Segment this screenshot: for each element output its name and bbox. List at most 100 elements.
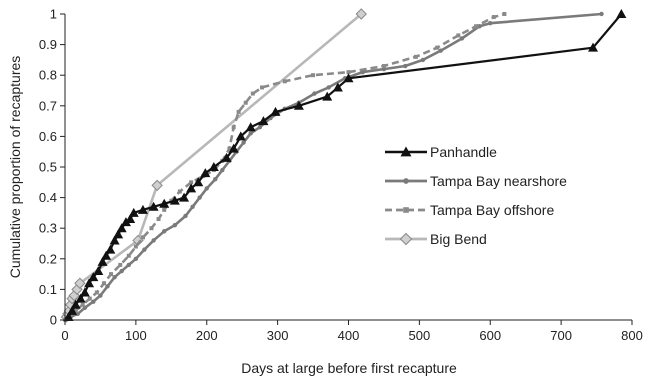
data-point-dot	[183, 214, 187, 218]
data-point-square	[109, 272, 113, 276]
data-point-dot	[599, 12, 603, 16]
data-point-square	[244, 101, 248, 105]
y-tick-label: 0.5	[39, 160, 57, 175]
x-tick-label: 800	[621, 328, 643, 343]
data-point-dot	[91, 299, 95, 303]
data-point-square	[456, 33, 460, 37]
legend-item: Big Bend	[385, 231, 487, 247]
y-tick-label: 0.2	[39, 251, 57, 266]
data-point-dot	[488, 21, 492, 25]
data-point-dot	[205, 186, 209, 190]
data-point-square	[118, 263, 122, 267]
data-point-dot	[403, 178, 409, 184]
data-point-dot	[197, 195, 201, 199]
data-point-dot	[438, 49, 442, 53]
data-point-dot	[213, 177, 217, 181]
data-point-dot	[460, 36, 464, 40]
plot-area	[61, 9, 626, 322]
data-point-dot	[248, 131, 252, 135]
y-tick-label: 0.4	[39, 190, 57, 205]
data-point-square	[283, 79, 287, 83]
data-point-dot	[421, 58, 425, 62]
axes	[65, 14, 632, 320]
data-point-square	[95, 290, 99, 294]
data-point-square	[162, 208, 166, 212]
x-tick-label: 200	[196, 328, 218, 343]
x-tick-label: 300	[267, 328, 289, 343]
data-point-triangle	[105, 245, 115, 254]
y-tick-label: 0.6	[39, 129, 57, 144]
data-point-dot	[162, 229, 166, 233]
y-tick-label: 0.7	[39, 98, 57, 113]
data-point-dot	[142, 247, 146, 251]
data-point-square	[260, 85, 264, 89]
data-point-dot	[98, 293, 102, 297]
data-point-square	[403, 207, 409, 213]
data-point-dot	[403, 64, 407, 68]
legend-item: Tampa Bay offshore	[385, 202, 554, 218]
legend: Panhandle Tampa Bay nearshore Tampa Bay of…	[385, 144, 567, 247]
data-point-square	[134, 245, 138, 249]
y-tick-label: 1	[50, 7, 57, 22]
data-point-square	[232, 125, 236, 129]
y-axis-title: Cumulative proportion of recaptures	[7, 56, 23, 279]
data-point-square	[102, 281, 106, 285]
data-point-dot	[220, 168, 224, 172]
data-point-dot	[120, 269, 124, 273]
x-tick-label: 700	[550, 328, 572, 343]
legend-label: Tampa Bay offshore	[430, 202, 554, 218]
x-tick-label: 0	[61, 328, 68, 343]
data-point-dot	[105, 284, 109, 288]
legend-label: Big Bend	[430, 231, 487, 247]
series-line	[69, 14, 622, 317]
series-line	[65, 14, 602, 320]
data-point-square	[81, 303, 85, 307]
y-tick-label: 0	[50, 313, 57, 328]
x-tick-label: 100	[125, 328, 147, 343]
data-point-square	[141, 235, 145, 239]
data-point-dot	[312, 91, 316, 95]
data-point-square	[502, 12, 506, 16]
data-point-square	[492, 15, 496, 19]
data-point-dot	[134, 257, 138, 261]
x-tick-label: 500	[409, 328, 431, 343]
data-point-triangle	[616, 9, 626, 18]
series-panhandle	[64, 9, 627, 321]
y-tick-label: 0.1	[39, 282, 57, 297]
data-point-square	[474, 24, 478, 28]
x-tick-label: 600	[479, 328, 501, 343]
y-tick-label: 0.3	[39, 221, 57, 236]
data-point-dot	[173, 223, 177, 227]
data-point-dot	[127, 263, 131, 267]
data-point-square	[414, 55, 418, 59]
data-point-square	[127, 254, 131, 258]
series-tampa-bay-nearshore	[63, 12, 604, 322]
data-point-square	[157, 217, 161, 221]
data-point-dot	[112, 275, 116, 279]
x-axis-title: Days at large before first recapture	[241, 360, 457, 376]
data-point-dot	[326, 85, 330, 89]
data-point-square	[435, 46, 439, 50]
data-point-square	[178, 189, 182, 193]
x-tick-label: 400	[338, 328, 360, 343]
series-line	[69, 14, 505, 317]
y-tick-label: 0.9	[39, 37, 57, 52]
data-point-square	[311, 73, 315, 77]
legend-item: Panhandle	[385, 144, 497, 160]
data-point-dot	[258, 125, 262, 129]
data-point-square	[149, 226, 153, 230]
legend-label: Tampa Bay nearshore	[430, 173, 567, 189]
data-point-square	[88, 297, 92, 301]
data-point-square	[237, 110, 241, 114]
data-point-square	[251, 92, 255, 96]
data-point-dot	[151, 238, 155, 242]
data-point-diamond	[401, 234, 412, 245]
legend-item: Tampa Bay nearshore	[385, 173, 567, 189]
data-point-dot	[190, 205, 194, 209]
legend-label: Panhandle	[430, 144, 497, 160]
data-point-dot	[241, 140, 245, 144]
data-point-square	[382, 64, 386, 68]
y-tick-label: 0.8	[39, 68, 57, 83]
series-tampa-bay-offshore	[67, 12, 507, 319]
